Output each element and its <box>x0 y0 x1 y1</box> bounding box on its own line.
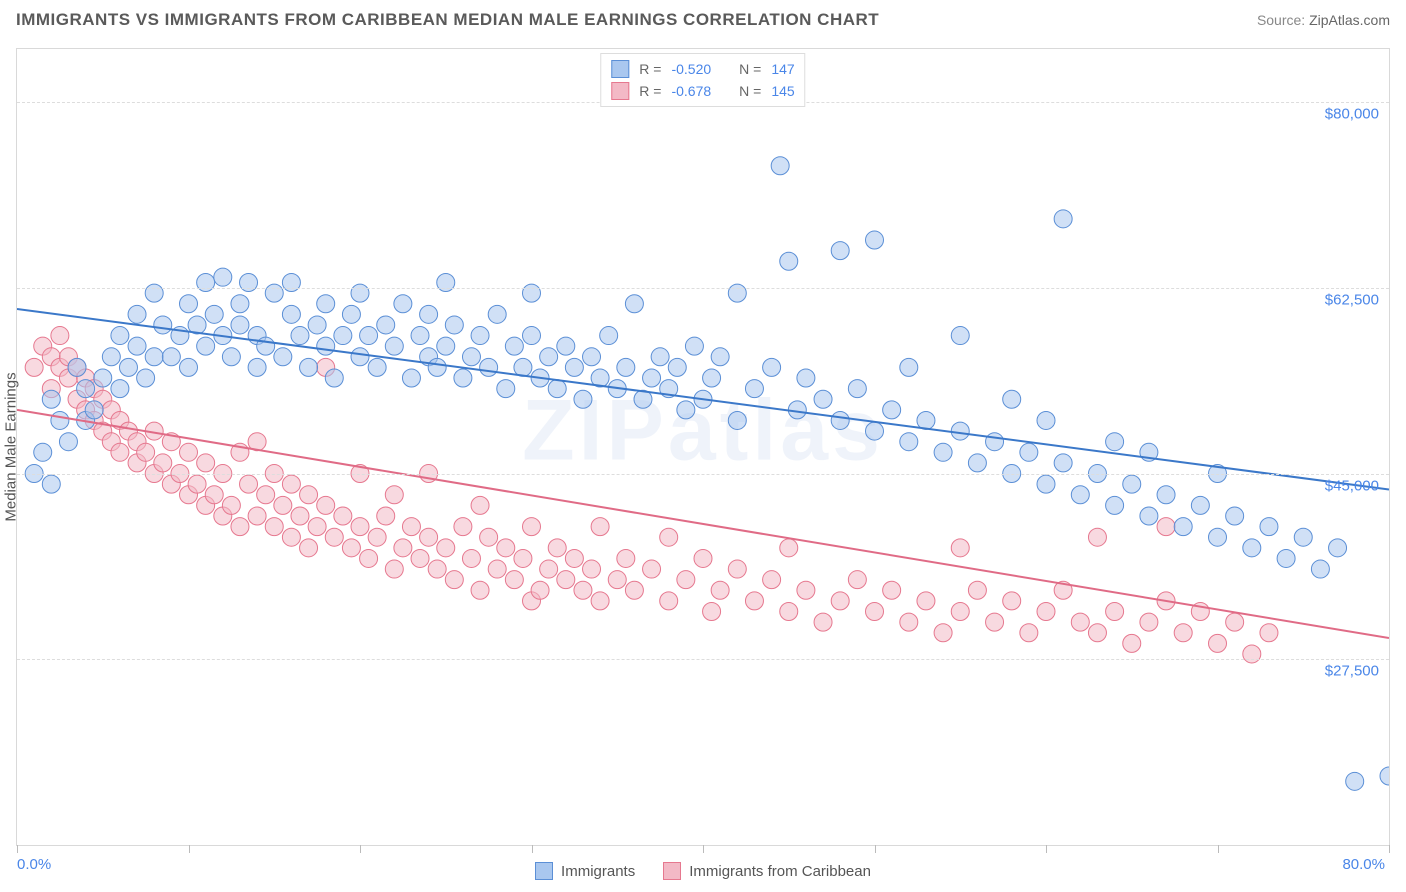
y-tick-label: $27,500 <box>1325 663 1379 680</box>
legend-stat-row: R = -0.678 N = 145 <box>611 80 794 102</box>
source-prefix: Source: <box>1257 12 1309 28</box>
series-legend: Immigrants Immigrants from Caribbean <box>0 862 1406 880</box>
legend-item: Immigrants <box>535 862 635 880</box>
y-tick-label: $80,000 <box>1325 106 1379 123</box>
x-tick <box>189 845 190 853</box>
x-tick <box>532 845 533 853</box>
n-label: N = <box>739 61 761 77</box>
legend-swatch <box>611 82 629 100</box>
x-tick <box>17 845 18 853</box>
legend-stat-row: R = -0.520 N = 147 <box>611 58 794 80</box>
x-tick <box>360 845 361 853</box>
plot-area: ZIPatlas $80,000$62,500$45,000$27,500 <box>17 49 1389 845</box>
n-label: N = <box>739 83 761 99</box>
legend-series-name: Immigrants from Caribbean <box>689 863 871 880</box>
n-value: 145 <box>771 83 794 99</box>
n-value: 147 <box>771 61 794 77</box>
source-name: ZipAtlas.com <box>1309 12 1390 28</box>
gridline <box>17 474 1389 475</box>
legend-swatch <box>611 60 629 78</box>
y-tick-label: $62,500 <box>1325 291 1379 308</box>
r-label: R = <box>639 83 661 99</box>
legend-series-name: Immigrants <box>561 863 635 880</box>
r-label: R = <box>639 61 661 77</box>
scatter-svg <box>17 49 1389 845</box>
x-tick <box>703 845 704 853</box>
legend-item: Immigrants from Caribbean <box>663 862 871 880</box>
x-tick <box>1046 845 1047 853</box>
x-tick <box>875 845 876 853</box>
x-tick <box>1218 845 1219 853</box>
gridline <box>17 288 1389 289</box>
legend-swatch <box>535 862 553 880</box>
correlation-legend: R = -0.520 N = 147 R = -0.678 N = 145 <box>600 53 805 107</box>
x-tick <box>1389 845 1390 853</box>
chart-title: IMMIGRANTS VS IMMIGRANTS FROM CARIBBEAN … <box>16 10 879 30</box>
legend-swatch <box>663 862 681 880</box>
chart-area: Median Male Earnings ZIPatlas $80,000$62… <box>16 48 1390 846</box>
y-tick-label: $45,000 <box>1325 477 1379 494</box>
source-label: Source: ZipAtlas.com <box>1257 12 1390 28</box>
gridline <box>17 659 1389 660</box>
r-value: -0.678 <box>671 83 711 99</box>
r-value: -0.520 <box>671 61 711 77</box>
